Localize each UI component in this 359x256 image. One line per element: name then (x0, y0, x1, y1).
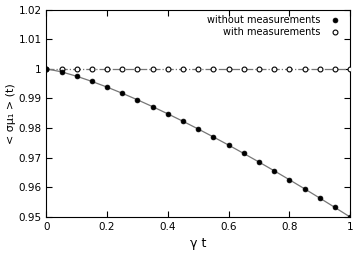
with measurements (90, 67, 94, 70)
with measurements (181, 67, 185, 70)
with measurements (59, 67, 64, 70)
with measurements (105, 67, 109, 70)
without measurements (120, 92, 125, 95)
with measurements (211, 67, 215, 70)
without measurements (44, 67, 48, 70)
with measurements (75, 67, 79, 70)
with measurements (242, 67, 246, 70)
Y-axis label: < σμ₁ > (t): < σμ₁ > (t) (5, 83, 15, 144)
without measurements (333, 206, 337, 209)
without measurements (242, 152, 246, 155)
without measurements (227, 144, 231, 147)
without measurements (181, 120, 185, 123)
without measurements (135, 98, 140, 101)
without measurements (90, 80, 94, 83)
with measurements (150, 67, 155, 70)
with measurements (333, 67, 337, 70)
with measurements (257, 67, 261, 70)
without measurements (287, 178, 292, 181)
without measurements (348, 216, 352, 219)
Line: with measurements: with measurements (44, 66, 353, 71)
without measurements (150, 105, 155, 108)
with measurements (302, 67, 307, 70)
with measurements (44, 67, 48, 70)
Line: without measurements: without measurements (44, 66, 353, 219)
without measurements (211, 135, 215, 138)
with measurements (196, 67, 200, 70)
without measurements (166, 112, 170, 115)
with measurements (287, 67, 292, 70)
with measurements (272, 67, 276, 70)
with measurements (166, 67, 170, 70)
with measurements (348, 67, 352, 70)
without measurements (318, 197, 322, 200)
with measurements (120, 67, 125, 70)
with measurements (318, 67, 322, 70)
without measurements (105, 86, 109, 89)
with measurements (227, 67, 231, 70)
with measurements (135, 67, 140, 70)
without measurements (272, 169, 276, 172)
without measurements (257, 161, 261, 164)
without measurements (196, 127, 200, 131)
without measurements (59, 70, 64, 73)
without measurements (302, 187, 307, 190)
X-axis label: γ t: γ t (190, 238, 206, 250)
Legend: without measurements, with measurements: without measurements, with measurements (204, 13, 347, 40)
without measurements (75, 75, 79, 78)
